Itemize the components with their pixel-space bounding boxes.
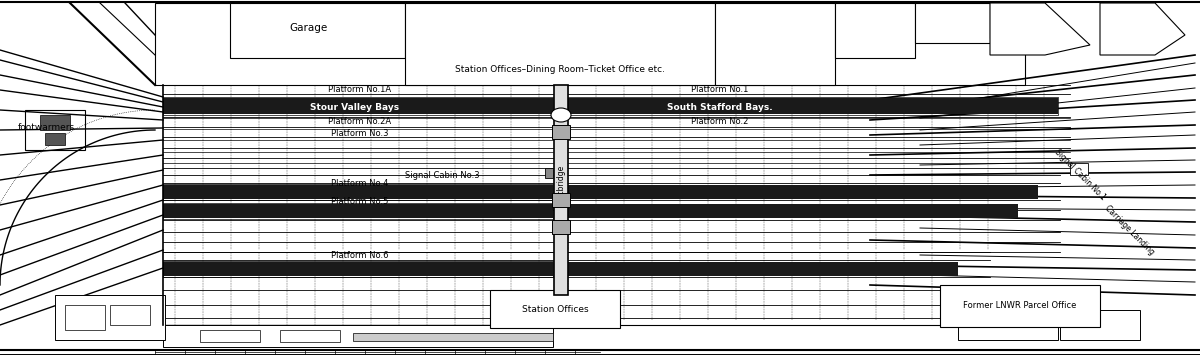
Bar — [55, 295, 166, 340]
Bar — [25, 110, 85, 150]
Bar — [490, 290, 620, 328]
Bar — [155, 3, 1025, 85]
Bar — [568, 97, 1058, 115]
Text: Signal Cabin No.3: Signal Cabin No.3 — [406, 171, 480, 180]
Bar — [353, 333, 553, 341]
Text: Signal Cabin No.1: Signal Cabin No.1 — [1052, 148, 1108, 202]
Text: Stour Valley Bays: Stour Valley Bays — [311, 102, 400, 111]
Bar — [163, 262, 553, 276]
Bar — [552, 220, 570, 234]
Bar — [110, 305, 150, 325]
Bar — [163, 261, 553, 277]
Bar — [200, 330, 260, 342]
Bar — [715, 3, 835, 85]
Text: footwarmers: footwarmers — [18, 124, 76, 132]
Text: Station Offices: Station Offices — [522, 305, 588, 313]
Bar — [163, 185, 553, 199]
Bar — [230, 3, 406, 58]
Bar — [280, 330, 340, 342]
Text: Garage: Garage — [289, 23, 328, 33]
Bar — [1070, 163, 1088, 175]
Bar — [40, 115, 70, 130]
Bar — [406, 3, 715, 85]
Bar — [163, 203, 553, 219]
Polygon shape — [990, 3, 1090, 55]
Bar — [46, 133, 65, 145]
Ellipse shape — [551, 108, 571, 122]
Text: Footbridge: Footbridge — [557, 164, 565, 206]
Bar — [552, 193, 570, 207]
Bar — [163, 204, 553, 218]
Text: Platform No.1: Platform No.1 — [691, 85, 749, 95]
Text: Former LNWR Parcel Office: Former LNWR Parcel Office — [964, 302, 1076, 311]
Text: Platform No.2A: Platform No.2A — [329, 117, 391, 126]
Text: Platform No.6: Platform No.6 — [331, 251, 389, 260]
Bar — [65, 305, 106, 330]
Bar — [163, 97, 553, 115]
Bar — [568, 185, 1038, 199]
Bar — [568, 262, 958, 276]
Bar — [940, 285, 1100, 327]
Bar — [1060, 310, 1140, 340]
Bar — [163, 184, 553, 200]
Text: Platform No.2: Platform No.2 — [691, 117, 749, 126]
Bar — [568, 98, 1058, 114]
Bar — [916, 3, 990, 43]
Text: Platform No.5: Platform No.5 — [331, 197, 389, 206]
Bar — [163, 325, 553, 347]
Bar — [835, 3, 916, 58]
Text: South Stafford Bays.: South Stafford Bays. — [667, 102, 773, 111]
Bar — [552, 125, 570, 139]
Bar — [958, 310, 1058, 340]
Bar — [163, 98, 553, 114]
Text: Platform No.3: Platform No.3 — [331, 129, 389, 137]
Text: Platform No.1A: Platform No.1A — [329, 85, 391, 95]
Text: Platform No.4: Platform No.4 — [331, 178, 389, 187]
Text: Station Offices–Dining Room–Ticket Office etc.: Station Offices–Dining Room–Ticket Offic… — [455, 65, 665, 75]
Bar — [568, 204, 1018, 218]
Bar — [545, 168, 553, 178]
Bar — [554, 85, 568, 295]
Bar — [990, 3, 1045, 38]
Polygon shape — [1100, 3, 1186, 55]
Text: Carriage Landing: Carriage Landing — [1104, 203, 1157, 257]
